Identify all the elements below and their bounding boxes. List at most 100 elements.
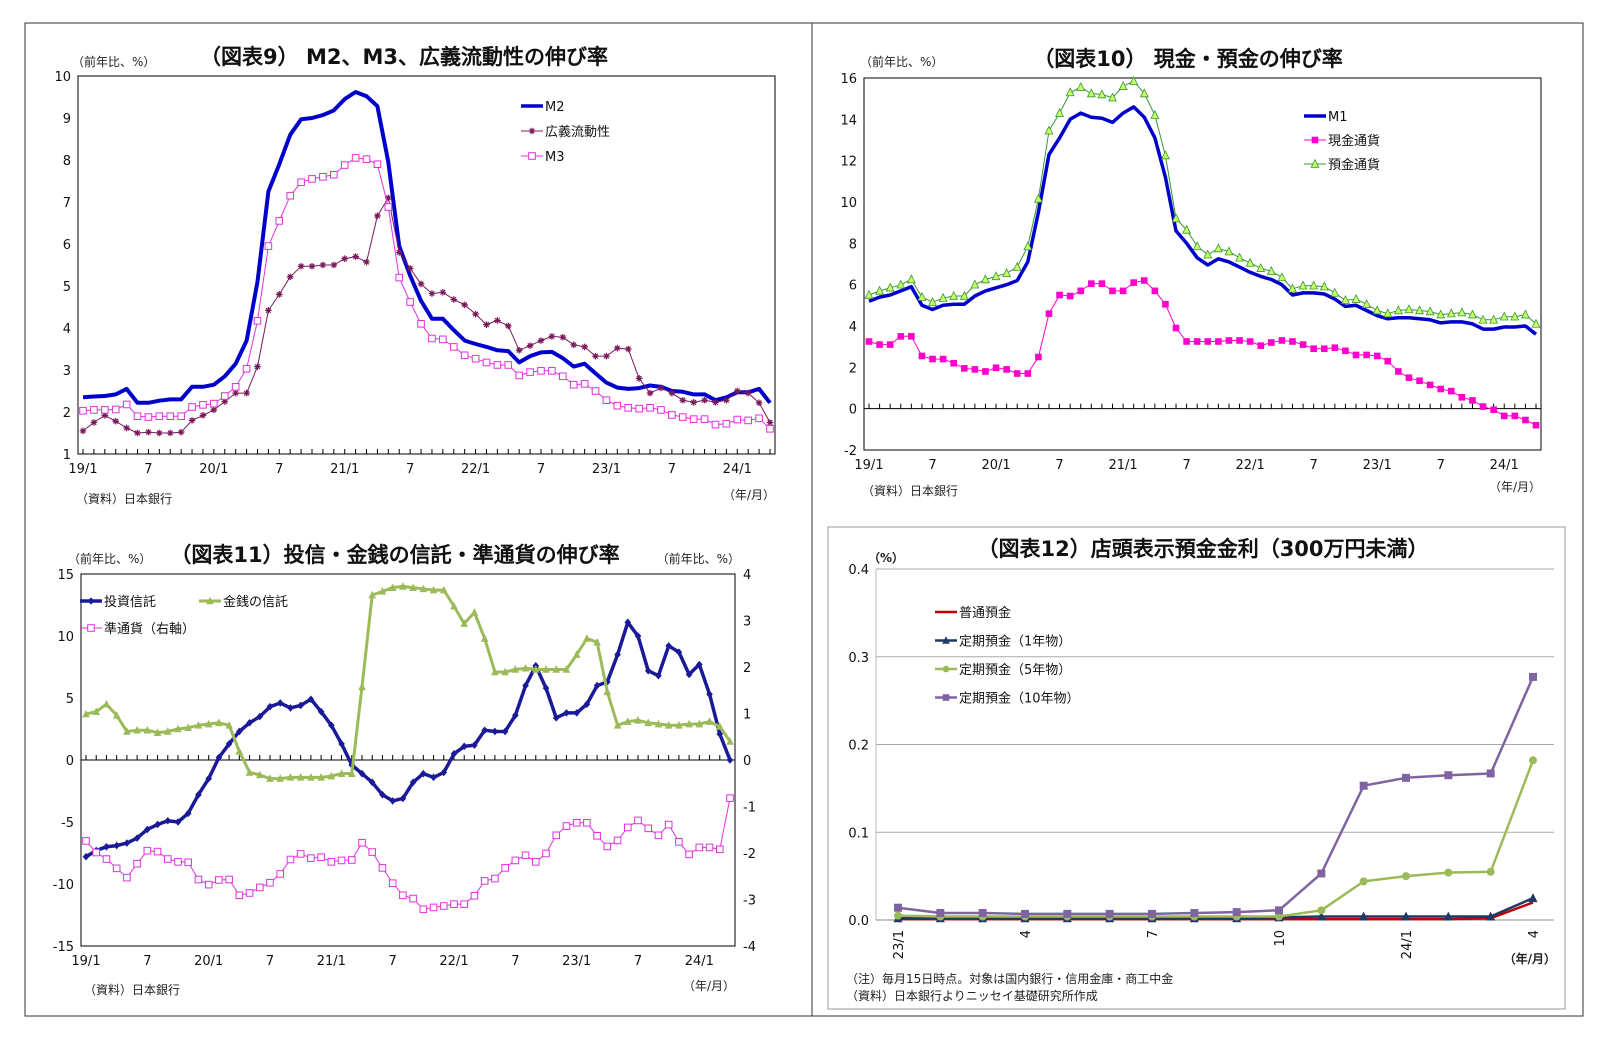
data-point [603,352,610,360]
data-point [583,700,591,708]
data-point [563,709,570,717]
data-point [1024,370,1032,377]
data-point [231,383,240,391]
data-point [470,891,479,900]
legend-label: 広義流動性 [545,124,610,140]
chart11-source: （資料）日本銀行 [84,983,180,997]
y-tick-label: 8 [63,154,71,169]
legend-marker [87,624,95,632]
data-point [429,903,438,912]
data-point [1021,909,1029,918]
legend-marker [1310,158,1320,168]
y-tick-label: 6 [63,238,71,253]
data-point [111,405,120,414]
data-point [1299,341,1307,348]
data-point [1065,87,1075,97]
data-point [1056,291,1063,299]
x-tick-label: 7 [511,954,519,969]
data-point [726,737,734,745]
data-point [678,413,687,421]
data-point [328,721,335,730]
data-point [552,714,560,722]
data-point [679,396,687,404]
data-point [347,769,356,777]
series-line [897,759,1535,918]
series-4 [894,672,1537,918]
data-point [472,310,479,318]
data-point [1213,243,1223,253]
data-point [992,364,1000,372]
data-point [634,632,642,640]
x-tick-label: 4 [1527,930,1542,938]
data-point [1236,337,1243,344]
data-point [1193,338,1201,345]
data-point [1232,908,1241,917]
data-point [1309,280,1319,290]
series-2 [865,277,1540,429]
data-point [210,406,218,414]
data-point [156,429,163,437]
data-point [419,584,428,593]
legend-item: 定期預金（1年物） [935,634,1071,650]
data-point [1372,305,1382,315]
data-point [399,582,407,590]
data-point [1190,908,1199,917]
data-point [991,271,1001,281]
chart9-x-unit: （年/月） [723,488,775,502]
y-tick-label: 10 [840,196,857,211]
data-point [439,289,447,296]
y-tick-label-right: 4 [743,568,751,583]
data-point [1140,277,1148,284]
data-point [1289,338,1296,345]
data-point [766,425,774,433]
x-tick-label: 7 [389,954,397,969]
data-point [552,665,561,673]
data-point [623,717,632,725]
data-point [461,301,468,309]
legend-label: 現金通貨 [1328,133,1380,149]
legend-label: M2 [545,100,565,115]
data-point [936,908,945,917]
data-point [417,280,425,288]
data-point [330,170,338,179]
legend-marker [528,127,536,135]
data-point [374,212,381,220]
data-point [634,716,642,724]
data-point [690,399,697,406]
data-point [101,406,109,414]
data-point [1330,287,1340,297]
data-point [286,773,295,781]
data-point [1443,911,1453,921]
data-point [388,583,397,591]
x-tick-label: 21/1 [330,462,359,477]
data-point [897,333,905,340]
data-point [1171,213,1181,223]
data-point [1340,294,1350,304]
series-line [85,584,732,781]
y-tick-label-right: 1 [743,708,751,723]
chart12-title: （図表12）店頭表示預金金利（300万円未満） [977,537,1428,561]
data-point [908,333,915,340]
y-tick-label: 8 [849,237,857,252]
data-point [1362,299,1372,308]
data-point [521,851,530,860]
data-point [515,346,523,354]
data-point [583,634,591,642]
data-point [450,601,458,610]
data-point [194,875,203,884]
data-point [79,427,87,435]
data-point [184,809,192,818]
data-point [1319,281,1329,291]
data-point [1359,877,1368,886]
data-point [1119,287,1127,295]
data-point [613,401,622,410]
legend-label: 定期預金（1年物） [959,634,1071,650]
data-point [646,404,654,412]
x-tick-label: 22/1 [1236,458,1265,473]
data-point [296,850,305,858]
legend-item: 投資信託 [80,594,156,610]
data-point [573,709,580,717]
data-point [644,666,652,675]
data-point [235,747,244,755]
